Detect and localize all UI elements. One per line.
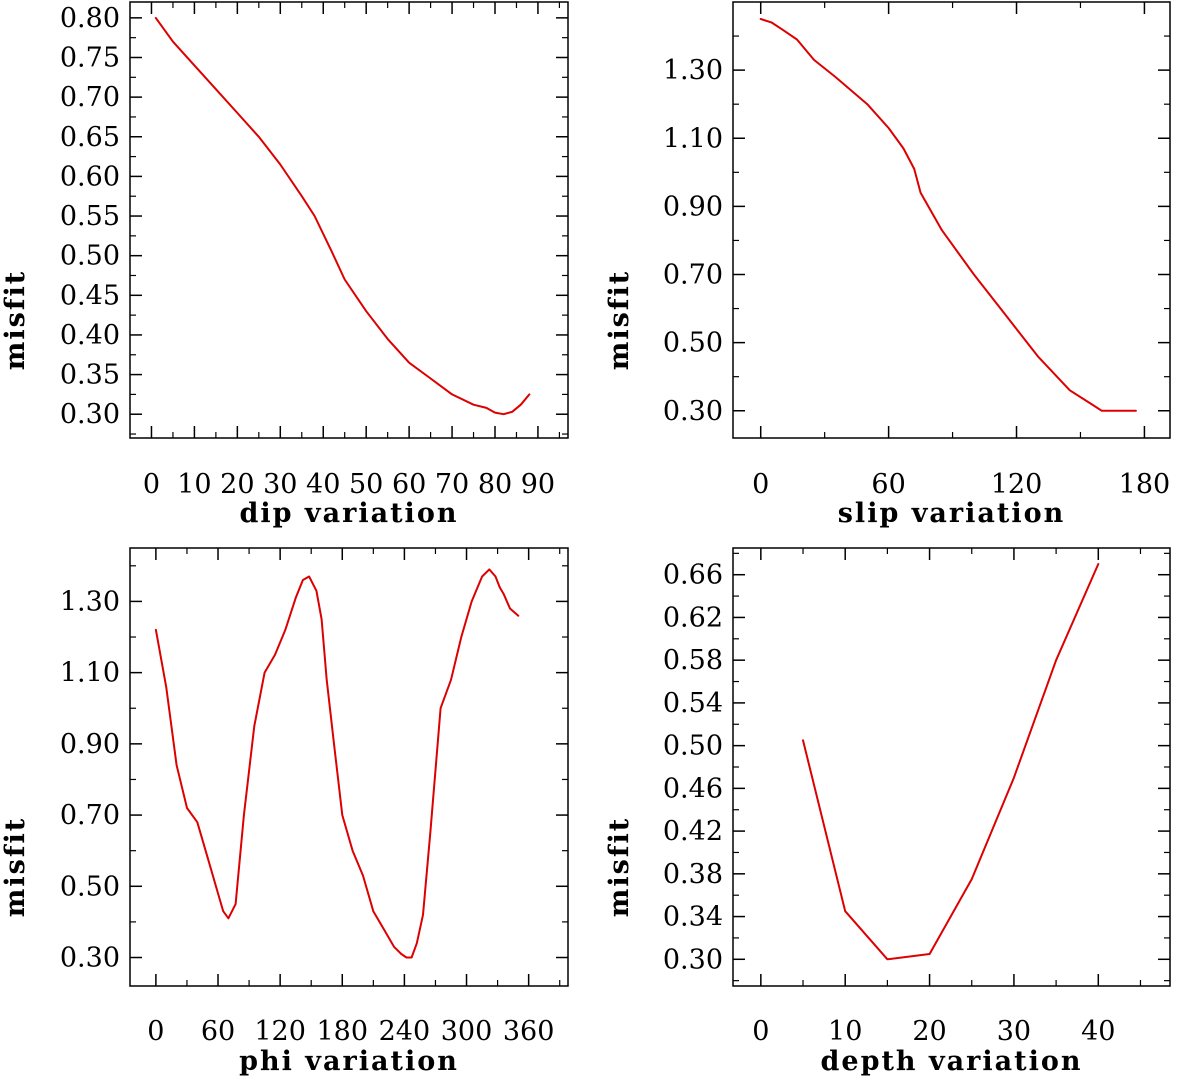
plot-frame (129, 1, 569, 439)
y-tick-label: 0.80 (60, 3, 120, 34)
x-tick-label: 50 (349, 469, 383, 500)
y-tick-label: 0.46 (663, 773, 723, 804)
x-tick-label: 40 (1081, 1016, 1115, 1047)
x-tick-label: 30 (997, 1016, 1031, 1047)
x-axis-title: depth variation (821, 1046, 1083, 1076)
y-tick-label: 0.50 (663, 328, 723, 359)
y-tick-label: 0.50 (60, 871, 120, 902)
chart-panel-3: 0.30 0.50 0.70 0.90 1.10 1.30 0 60 120 180 240 300 3… (0, 547, 569, 1076)
y-tick-label: 0.58 (663, 645, 723, 676)
y-tick-label: 0.62 (663, 602, 723, 633)
y-tick-label: 1.30 (60, 586, 120, 617)
y-tick-label: 0.30 (60, 943, 120, 974)
y-tick-label: 0.90 (60, 729, 120, 760)
x-tick-label: 40 (306, 469, 340, 500)
x-tick-label: 0 (752, 469, 769, 500)
x-tick-label: 240 (379, 1016, 431, 1047)
chart-panel-2: 0.30 0.50 0.70 0.90 1.10 1.30 0 60 120 180 slip va… (604, 1, 1171, 529)
y-tick-label: 1.10 (60, 658, 120, 689)
x-tick-label: 20 (912, 1016, 946, 1047)
y-tick-label: 0.70 (663, 260, 723, 291)
y-tick-label: 0.60 (60, 161, 120, 192)
y-tick-label: 0.54 (663, 688, 723, 719)
x-tick-label: 0 (752, 1016, 769, 1047)
x-tick-label: 90 (521, 469, 555, 500)
x-tick-label: 60 (201, 1016, 235, 1047)
y-tick-label: 0.30 (663, 396, 723, 427)
y-axis-title: misfit (604, 817, 635, 917)
x-tick-label: 180 (316, 1016, 368, 1047)
x-tick-label: 120 (254, 1016, 306, 1047)
y-axis-title: misfit (0, 270, 31, 370)
x-tick-label: 20 (220, 469, 254, 500)
x-tick-label: 70 (435, 469, 469, 500)
misfit-line (802, 563, 1100, 961)
x-tick-label: 300 (441, 1016, 493, 1047)
y-tick-label: 0.90 (663, 191, 723, 222)
y-tick-label: 0.38 (663, 859, 723, 890)
y-tick-label: 1.30 (663, 55, 723, 86)
chart-panel-1: 0.30 0.35 0.40 0.45 0.50 0.55 0.60 0.65 0.70 0.75… (0, 1, 569, 529)
x-tick-label: 80 (478, 469, 512, 500)
y-tick-label: 0.40 (60, 320, 120, 351)
y-tick-label: 0.35 (60, 360, 120, 391)
x-tick-label: 60 (392, 469, 426, 500)
y-tick-label: 0.66 (663, 560, 723, 591)
misfit-line (759, 18, 1137, 412)
y-tick-label: 1.10 (663, 123, 723, 154)
x-axis-title: dip variation (240, 498, 459, 529)
y-axis-title: misfit (604, 270, 635, 370)
x-tick-label: 30 (263, 469, 297, 500)
x-tick-label: 60 (871, 469, 905, 500)
y-tick-label: 0.75 (60, 42, 120, 73)
x-tick-label: 10 (177, 469, 211, 500)
misfit-line (154, 16, 531, 416)
x-tick-label: 180 (1119, 469, 1171, 500)
y-tick-label: 0.34 (663, 902, 723, 933)
x-tick-label: 120 (991, 469, 1043, 500)
plot-frame (732, 547, 1171, 987)
y-tick-label: 0.45 (60, 280, 120, 311)
y-tick-label: 0.70 (60, 82, 120, 113)
x-tick-label: 0 (147, 1016, 164, 1047)
y-tick-label: 0.42 (663, 816, 723, 847)
y-tick-label: 0.30 (663, 944, 723, 975)
x-axis-title: phi variation (239, 1046, 459, 1076)
y-tick-label: 0.70 (60, 800, 120, 831)
chart-panel-4: 0.30 0.34 0.38 0.42 0.46 0.50 0.54 0.58 0.62 0.66… (604, 547, 1171, 1076)
x-tick-label: 0 (143, 469, 160, 500)
misfit-line (154, 568, 520, 959)
x-tick-label: 10 (828, 1016, 862, 1047)
y-tick-label: 0.30 (60, 399, 120, 430)
y-tick-label: 0.55 (60, 201, 120, 232)
y-tick-label: 0.50 (60, 241, 120, 272)
x-axis-title: slip variation (838, 498, 1066, 529)
plot-frame (732, 1, 1171, 439)
y-tick-label: 0.65 (60, 122, 120, 153)
y-tick-label: 0.50 (663, 731, 723, 762)
plot-frame (129, 547, 569, 987)
y-axis-title: misfit (0, 817, 31, 917)
x-tick-label: 360 (503, 1016, 555, 1047)
